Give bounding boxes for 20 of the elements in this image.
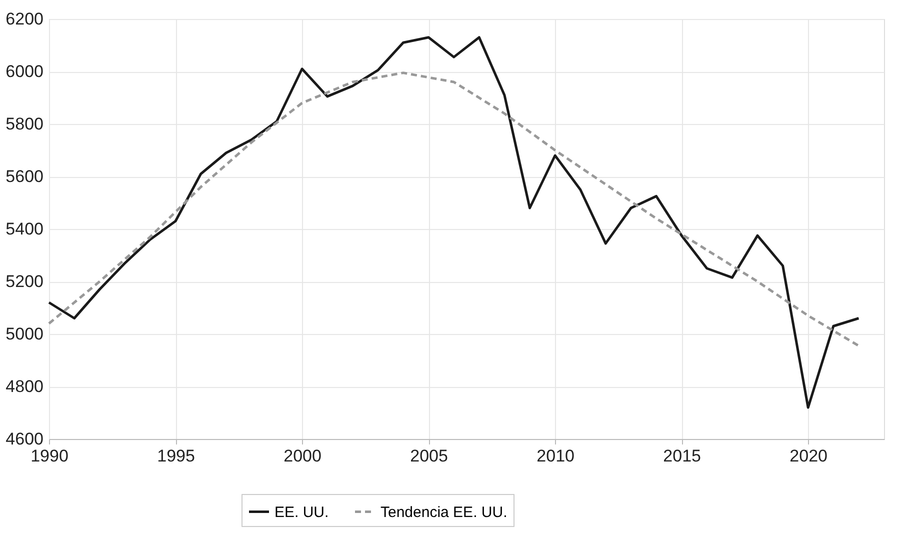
x-tick-label: 1990 (30, 446, 68, 466)
legend-label: Tendencia EE. UU. (380, 504, 508, 521)
x-tick-label: 2015 (663, 446, 701, 466)
y-tick-label: 6200 (6, 10, 44, 28)
line-series (48, 36, 860, 409)
line-series (48, 72, 860, 348)
x-tick-label: 2000 (284, 446, 322, 466)
y-tick-label: 5000 (6, 324, 44, 344)
y-tick-label: 4600 (6, 430, 44, 448)
y-tick-label: 4800 (6, 377, 44, 396)
x-tick-label: 1995 (157, 446, 195, 466)
y-tick-label: 5200 (6, 272, 44, 291)
y-tick-label: 5400 (6, 220, 44, 238)
x-tick-label: 2010 (536, 446, 574, 466)
y-tick-label: 6000 (6, 62, 44, 81)
legend-label: EE. UU. (274, 504, 329, 521)
y-tick-label: 5800 (6, 114, 44, 134)
x-tick-label: 2005 (410, 446, 448, 466)
x-tick-label: 2020 (790, 446, 828, 466)
y-tick-label: 5600 (6, 167, 44, 186)
